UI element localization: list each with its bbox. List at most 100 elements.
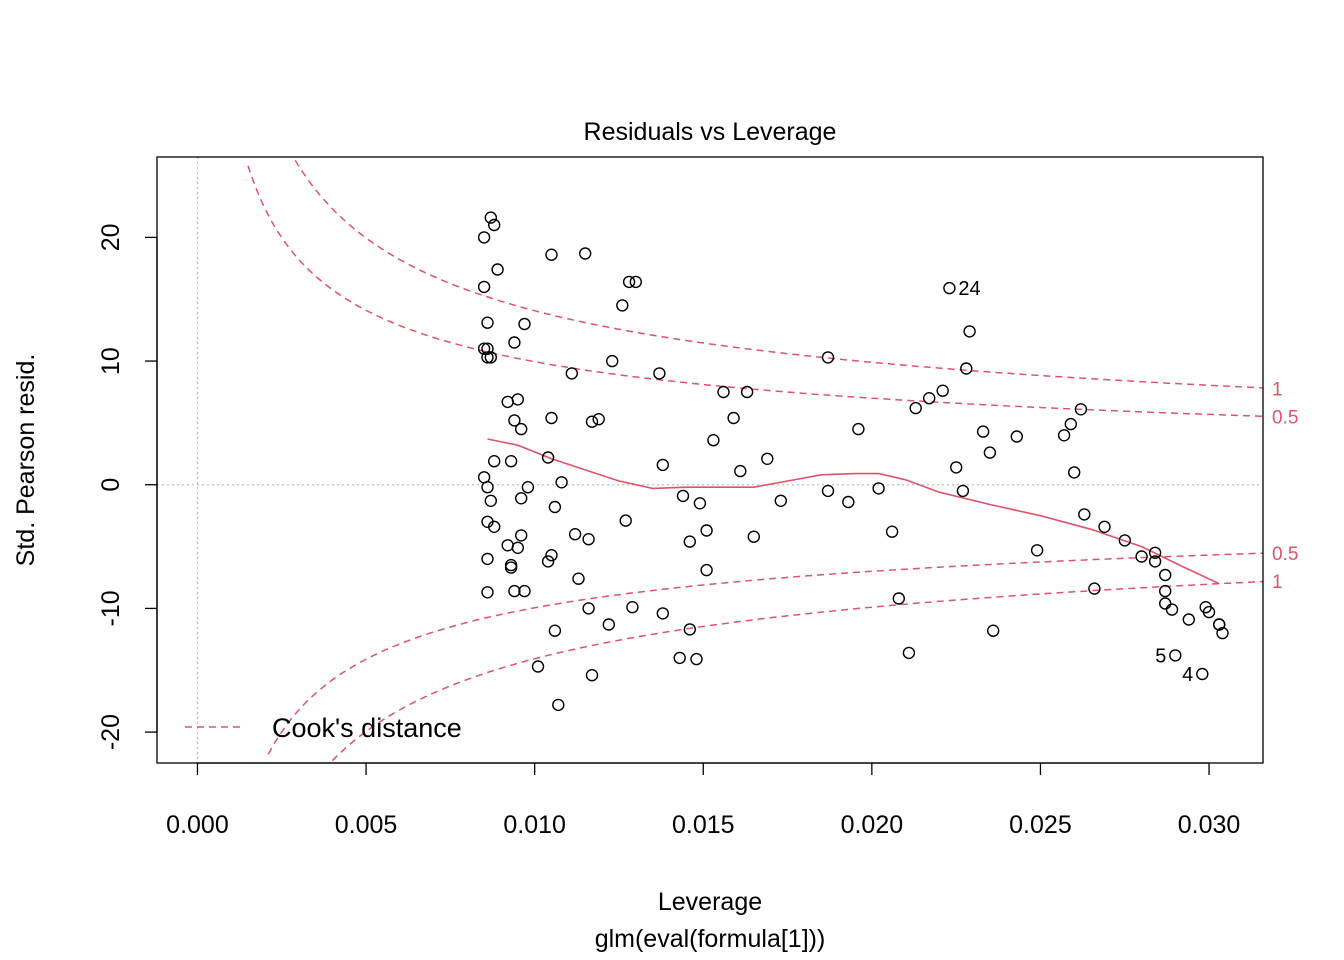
- x-tick-label: 0.015: [672, 811, 735, 839]
- data-point: [1196, 667, 1209, 681]
- data-point: [508, 336, 521, 349]
- data-point: [541, 451, 555, 464]
- data-point: [508, 414, 521, 427]
- data-point: [481, 586, 494, 599]
- data-point: [717, 385, 730, 399]
- data-point: [872, 482, 885, 495]
- data-point: [1010, 430, 1023, 443]
- data-point: [950, 461, 963, 474]
- data-point: [656, 607, 669, 620]
- data-point: [545, 411, 558, 425]
- data-point: [484, 211, 497, 224]
- data-point: [1064, 417, 1078, 431]
- data-point: [515, 422, 528, 436]
- data-point: [515, 529, 528, 542]
- data-point: [761, 452, 774, 465]
- data-point: [1057, 429, 1071, 442]
- data-point: [821, 484, 835, 498]
- data-point: [511, 393, 524, 406]
- data-point: [1078, 508, 1091, 521]
- data-point: [1202, 605, 1216, 619]
- data-point: [1158, 597, 1172, 610]
- data-point: [622, 275, 636, 289]
- data-point: [683, 535, 696, 548]
- data-point: [1074, 403, 1088, 416]
- data-point: [1148, 546, 1162, 559]
- data-point: [1158, 584, 1172, 598]
- data-point: [484, 351, 497, 364]
- cooks-distance-level-label: 0.5: [1272, 544, 1298, 565]
- data-point: [821, 351, 835, 364]
- data-point: [568, 528, 582, 541]
- data-point: [582, 533, 595, 546]
- data-point: [515, 492, 528, 505]
- data-point: [1088, 582, 1101, 595]
- cooks-distance-curve-1-lower: [331, 580, 1264, 762]
- data-point: [683, 623, 696, 636]
- y-axis-label: Std. Pearson resid.: [12, 354, 40, 567]
- data-point: [504, 558, 518, 572]
- data-point: [477, 342, 491, 355]
- data-point: [545, 549, 558, 562]
- data-point: [1135, 550, 1148, 563]
- data-point: [488, 455, 501, 468]
- data-point: [1118, 534, 1132, 547]
- data-point: [960, 362, 973, 375]
- data-point: [902, 646, 916, 660]
- x-tick-label: 0.030: [1178, 811, 1241, 839]
- x-axis-label: Leverage: [658, 888, 762, 916]
- data-point: [579, 247, 592, 260]
- data-point: [488, 520, 501, 533]
- data-point: [504, 561, 518, 574]
- data-point: [1148, 555, 1162, 568]
- data-point: [1212, 618, 1226, 631]
- data-point: [582, 602, 595, 615]
- data-point: [481, 342, 494, 355]
- point-label: 5: [1155, 645, 1166, 667]
- data-point: [555, 476, 568, 489]
- plot-frame: [156, 156, 1264, 764]
- legend: Cook's distance: [185, 713, 462, 743]
- data-points: [477, 211, 1229, 712]
- data-point: [481, 552, 494, 566]
- x-tick-label: 0.005: [335, 811, 398, 839]
- data-point: [1030, 544, 1044, 557]
- data-point: [734, 464, 747, 478]
- data-point: [481, 316, 494, 329]
- data-point: [531, 660, 545, 673]
- y-tick-label: 20: [97, 223, 125, 251]
- data-point: [602, 618, 615, 631]
- point-labels: 24 54: [958, 278, 1193, 686]
- data-point: [693, 497, 707, 510]
- y-tick-label: 0: [97, 478, 125, 492]
- data-point: [700, 524, 713, 537]
- data-point: [909, 401, 922, 415]
- data-point: [504, 455, 518, 468]
- data-point: [740, 385, 754, 399]
- cooks-distance-curves: [247, 160, 1264, 762]
- data-point: [987, 624, 1000, 637]
- x-tick-label: 0.025: [1009, 811, 1072, 839]
- legend-label: Cook's distance: [272, 713, 462, 743]
- y-axis: -20 -10 0 10 20: [97, 223, 158, 750]
- data-point: [892, 592, 905, 605]
- data-point: [707, 434, 720, 447]
- data-point: [690, 652, 703, 666]
- point-label: 4: [1182, 664, 1193, 686]
- data-point: [481, 481, 494, 494]
- cooks-distance-level-label: 1: [1272, 572, 1283, 593]
- data-point: [484, 494, 497, 507]
- data-point: [477, 231, 491, 244]
- data-point: [518, 317, 531, 331]
- data-point: [956, 484, 970, 498]
- data-point: [923, 392, 936, 405]
- cooks-distance-level-label: 1: [1272, 379, 1283, 400]
- data-point: [653, 367, 666, 380]
- x-axis: 0.000 0.005 0.010 0.015 0.020 0.025 0.030: [166, 762, 1241, 839]
- data-point: [943, 281, 956, 295]
- data-point: [963, 325, 976, 338]
- data-point: [552, 698, 565, 712]
- data-point: [508, 584, 521, 598]
- data-point: [1169, 649, 1182, 662]
- data-point: [619, 514, 632, 527]
